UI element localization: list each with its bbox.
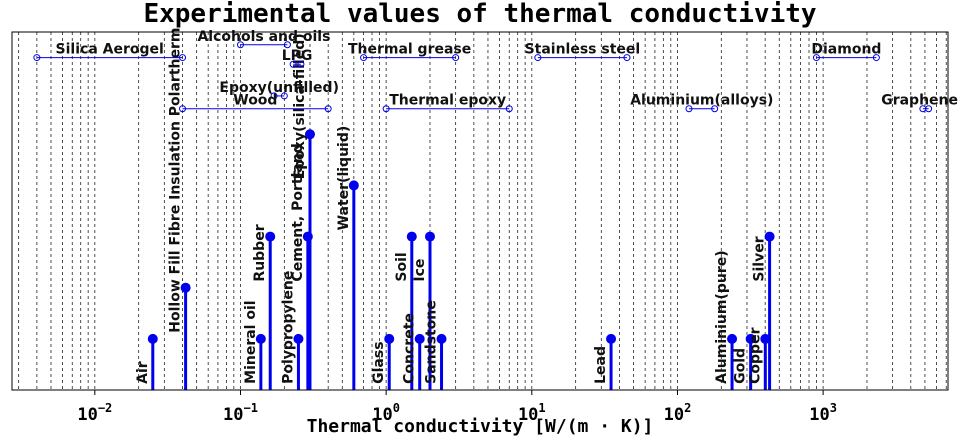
range-start	[685, 105, 693, 113]
range-label: Wood	[233, 93, 277, 109]
x-tick-label: 100	[372, 401, 400, 425]
range-label: Epoxy(unfilled)	[219, 80, 339, 96]
stem-marker	[764, 231, 775, 242]
range-start	[360, 54, 368, 62]
range-label: Thermal grease	[348, 42, 471, 58]
range-label: Aluminium(alloys)	[630, 93, 773, 109]
stem-label: Lead	[593, 346, 609, 384]
stem-marker	[265, 231, 276, 242]
range-end	[283, 41, 291, 49]
x-tick-label: 10−2	[77, 401, 112, 425]
range-end	[711, 105, 719, 113]
range-start	[382, 105, 390, 113]
range-start	[179, 105, 187, 113]
range-label: Graphene	[881, 93, 958, 109]
range-label: Diamond	[811, 42, 881, 58]
x-tick-label: 102	[664, 401, 692, 425]
stem-marker	[414, 333, 425, 344]
range-label: Alcohols and oils	[197, 29, 330, 45]
x-tick-label: 10−1	[223, 401, 258, 425]
chart-title: Experimental values of thermal conductiv…	[143, 0, 816, 29]
stem-label: Rubber	[252, 224, 268, 281]
stem-label: Aluminium(pure)	[714, 250, 730, 384]
range-end	[324, 105, 332, 113]
plot-frame	[11, 31, 949, 391]
stem-marker	[255, 333, 266, 344]
x-tick-label: 103	[809, 401, 837, 425]
range-label: LPG	[282, 48, 313, 64]
range-end	[179, 54, 187, 62]
stem-label: Ice	[412, 259, 428, 282]
range-end	[297, 60, 305, 68]
stem-marker	[293, 333, 304, 344]
stem-label: Gold	[733, 348, 749, 384]
stem-label: Concrete	[402, 313, 418, 384]
stem-marker	[727, 333, 738, 344]
range-start	[270, 92, 278, 100]
range-label: Thermal epoxy	[389, 93, 506, 109]
range-start	[534, 54, 542, 62]
range-end	[623, 54, 631, 62]
stem-marker	[147, 333, 158, 344]
range-end	[452, 54, 460, 62]
stem-label: Silver	[752, 236, 768, 281]
range-start	[289, 60, 297, 68]
stem-marker	[180, 282, 191, 293]
stem-label: Water(liquid)	[336, 126, 352, 231]
range-label: Stainless steel	[525, 42, 641, 58]
stem-label: Mineral oil	[243, 300, 259, 383]
range-end	[505, 105, 513, 113]
stem-label: Hollow Fill Fibre Insulation Polartherm	[168, 28, 184, 333]
stem-marker	[348, 180, 359, 191]
stem-marker	[304, 129, 315, 140]
stem-marker	[760, 333, 771, 344]
stem-label: Glass	[371, 341, 387, 383]
stem-marker	[424, 231, 435, 242]
stem-label: Air	[135, 361, 151, 384]
stem-label: Cement, Portland	[290, 143, 306, 281]
stem-marker	[406, 231, 417, 242]
range-label: Silica Aerogel	[56, 42, 164, 58]
stem-label: Polypropylene	[280, 271, 296, 384]
x-axis-label: Thermal conductivity [W/(m · K)]	[307, 416, 654, 437]
range-end	[925, 105, 933, 113]
stem-label: Copper	[747, 327, 763, 383]
stem-marker	[384, 333, 395, 344]
stem-label: Epoxy(silica-filled)	[292, 33, 308, 179]
x-tick-label: 101	[518, 401, 546, 425]
stem-label: Soil	[394, 252, 410, 281]
range-end	[872, 54, 880, 62]
stem-marker	[436, 333, 447, 344]
range-start	[236, 41, 244, 49]
range-end	[280, 92, 288, 100]
stem-marker	[745, 333, 756, 344]
range-start	[33, 54, 41, 62]
plot: 10−2 10−1 100 101 102 103 Air Hollow Fill Fibre…	[18, 28, 958, 425]
stem-label: Sandstone	[424, 300, 440, 384]
range-start	[812, 54, 820, 62]
stem-marker	[606, 333, 617, 344]
